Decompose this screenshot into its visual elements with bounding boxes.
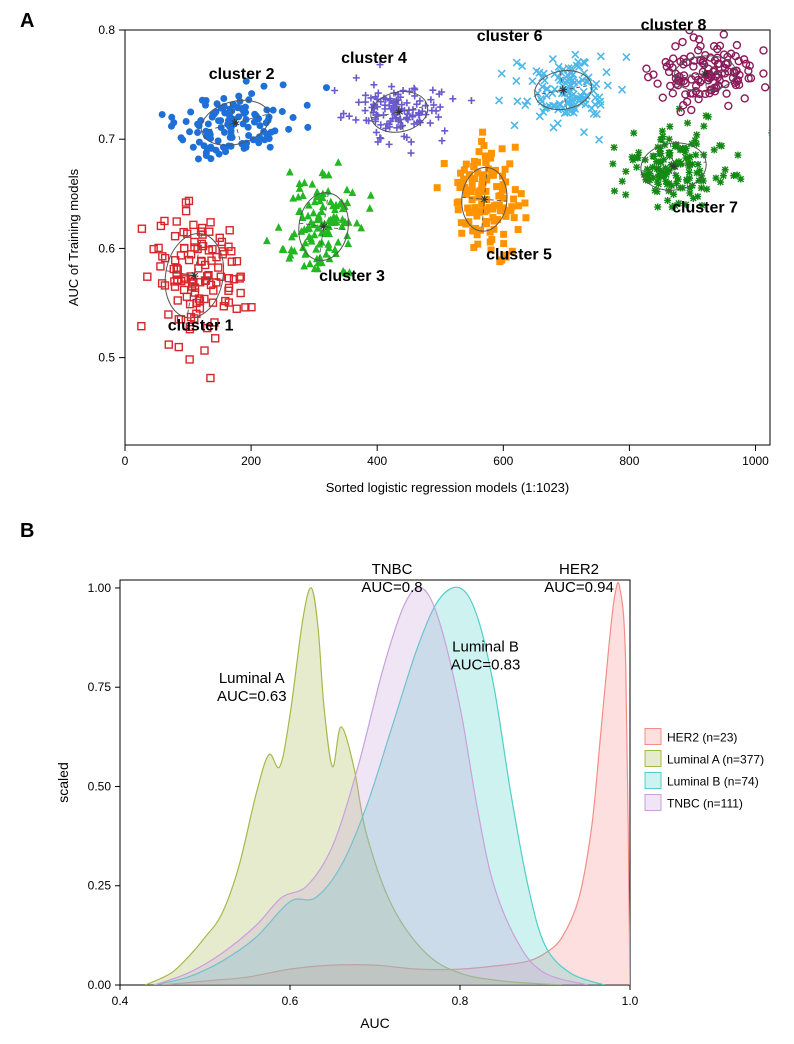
svg-text:Luminal A (n=377): Luminal A (n=377) <box>667 753 764 767</box>
svg-text:AUC: AUC <box>360 1015 390 1031</box>
density-annotation: Luminal B <box>452 638 519 655</box>
legend: HER2 (n=23) Luminal A (n=377) Luminal B (n… <box>645 729 764 811</box>
svg-text:0.25: 0.25 <box>88 879 112 893</box>
scatter-plot: 0 200 400 600 800 1000 0.5 0.6 0.7 0.8 Sorted logi… <box>60 10 780 510</box>
svg-text:0.75: 0.75 <box>88 680 112 694</box>
density-annotation: AUC=0.63 <box>217 688 287 705</box>
cluster-label-4: cluster 4 <box>341 50 407 67</box>
density-annotation: AUC=0.83 <box>451 656 521 673</box>
cluster-label-5: cluster 5 <box>486 246 552 263</box>
svg-text:0.5: 0.5 <box>98 351 115 365</box>
svg-text:AUC of Training models: AUC of Training models <box>66 168 81 306</box>
panel-a-label: A <box>20 10 34 33</box>
density-annotation: AUC=0.94 <box>544 579 614 596</box>
svg-text:0.8: 0.8 <box>98 23 115 37</box>
svg-text:0: 0 <box>122 454 129 468</box>
svg-text:0.4: 0.4 <box>112 994 129 1008</box>
svg-text:0.6: 0.6 <box>282 994 299 1008</box>
svg-text:0.8: 0.8 <box>452 994 469 1008</box>
density-annotation: HER2 <box>559 561 599 578</box>
density-annotation: Luminal A <box>219 670 285 687</box>
svg-text:0.7: 0.7 <box>98 132 115 146</box>
svg-text:scaled: scaled <box>55 762 71 802</box>
cluster-label-2: cluster 2 <box>209 66 275 83</box>
cluster-label-3: cluster 3 <box>319 268 385 285</box>
panel-b-label: B <box>20 520 34 543</box>
density-annotation: AUC=0.8 <box>361 579 422 596</box>
cluster-label-7: cluster 7 <box>672 199 738 216</box>
svg-text:Sorted logistic regression mod: Sorted logistic regression models (1:102… <box>326 480 570 495</box>
svg-text:0.00: 0.00 <box>88 978 112 992</box>
svg-text:Luminal B (n=74): Luminal B (n=74) <box>667 775 759 789</box>
svg-text:1.0: 1.0 <box>622 994 639 1008</box>
density-annotation: TNBC <box>372 561 413 578</box>
svg-text:TNBC (n=111): TNBC (n=111) <box>667 797 743 811</box>
density-plot: 0.4 0.6 0.8 1.0 0.00 0.25 0.50 0.75 1.00 AUC scale… <box>50 540 780 1040</box>
svg-text:HER2 (n=23): HER2 (n=23) <box>667 731 737 745</box>
svg-text:200: 200 <box>241 454 261 468</box>
svg-text:800: 800 <box>619 454 639 468</box>
cluster-label-8: cluster 8 <box>641 17 707 34</box>
svg-text:1000: 1000 <box>742 454 769 468</box>
svg-text:0.6: 0.6 <box>98 241 115 255</box>
svg-text:600: 600 <box>493 454 513 468</box>
svg-text:1.00: 1.00 <box>88 581 112 595</box>
cluster-label-1: cluster 1 <box>168 317 234 334</box>
cluster-label-6: cluster 6 <box>477 28 543 45</box>
svg-text:0.50: 0.50 <box>88 779 112 793</box>
svg-text:400: 400 <box>367 454 387 468</box>
